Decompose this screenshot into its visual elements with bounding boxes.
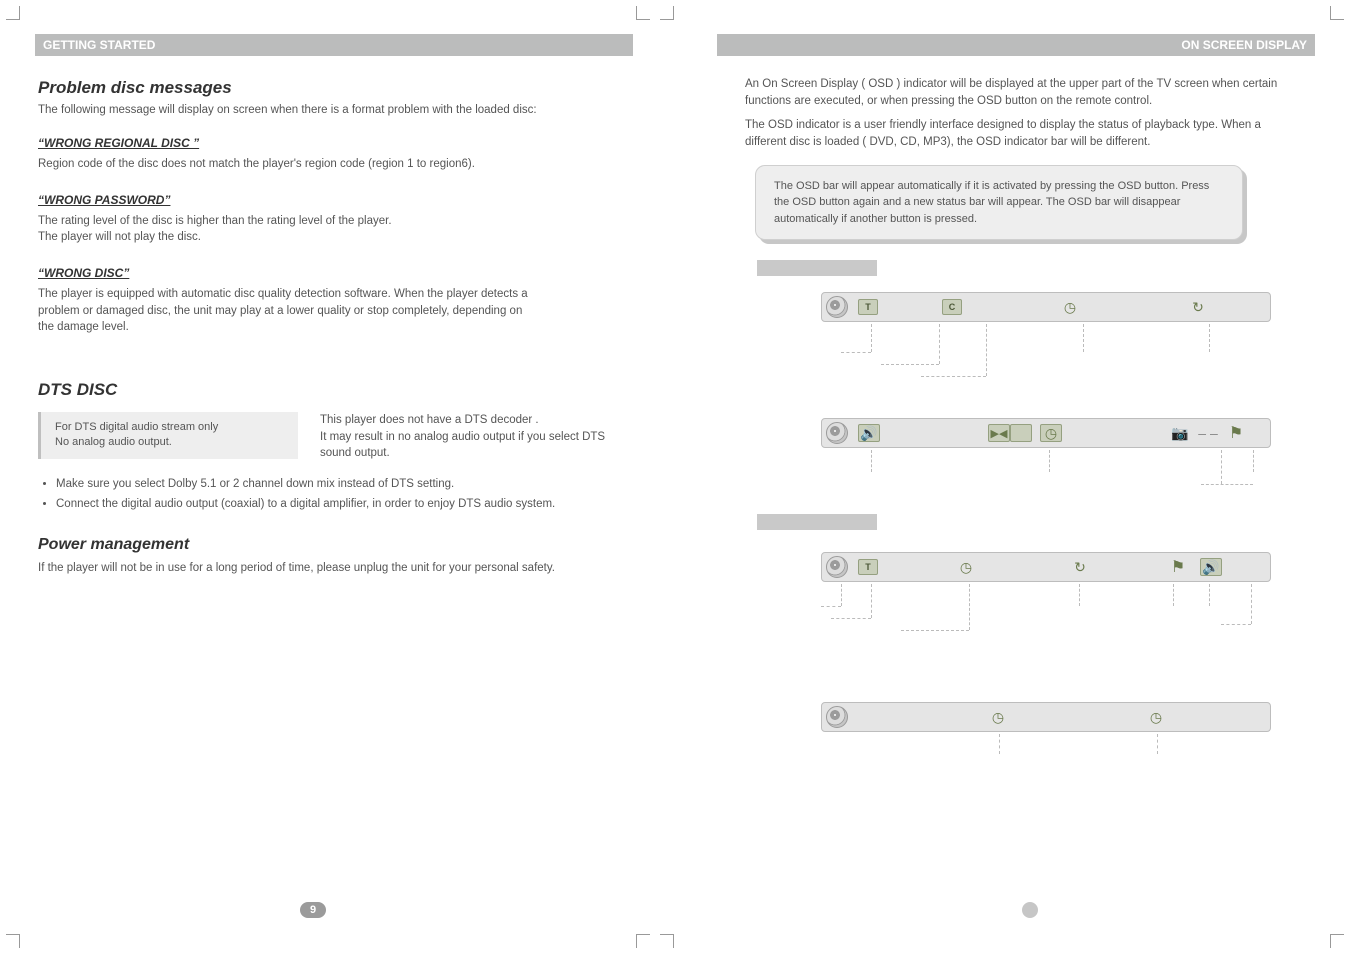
dts-title: DTS DISC <box>38 380 637 400</box>
osd-bar: ◷ ◷ <box>821 702 1271 732</box>
dashes-icon: – – <box>1198 423 1218 443</box>
power-body: If the player will not be in use for a l… <box>38 560 637 577</box>
msg2-line1: The rating level of the disc is higher t… <box>38 215 392 227</box>
right-p1: An On Screen Display ( OSD ) indicator w… <box>745 76 1305 109</box>
page-number-dot <box>1022 902 1038 918</box>
header-left-text: GETTING STARTED <box>43 38 155 52</box>
leader-lines-4 <box>821 734 1271 764</box>
spread: GETTING STARTED Problem disc messages Th… <box>0 0 1350 954</box>
prev-icon: ▶◀ <box>988 424 1010 442</box>
bullet-list: Make sure you select Dolby 5.1 or 2 chan… <box>38 476 637 512</box>
intro-text: The following message will display on sc… <box>38 104 637 116</box>
msg3-title: “WRONG DISC” <box>38 266 637 280</box>
clock-icon: ◷ <box>956 557 976 577</box>
page-right: ON SCREEN DISPLAY An On Screen Display (… <box>675 0 1350 954</box>
osd-callout: The OSD bar will appear automatically if… <box>755 165 1243 241</box>
page-left: GETTING STARTED Problem disc messages Th… <box>0 0 675 954</box>
power-title: Power management <box>38 536 637 554</box>
leader-lines-2 <box>821 450 1271 494</box>
bullet-2: Connect the digital audio output (coaxia… <box>56 496 637 512</box>
right-p2: The OSD indicator is a user friendly int… <box>745 117 1305 150</box>
msg2-body: The rating level of the disc is higher t… <box>38 213 637 246</box>
msg2-line2: The player will not play the disc. <box>38 231 201 243</box>
osd-bar: T ◷ ↻ ⚑ 🔊 <box>821 552 1271 582</box>
redacted-label-2 <box>757 514 877 530</box>
osd-bar-2: 🔊 ▶◀ ◷ 📷 – – ⚑ <box>821 418 1312 494</box>
chip-t: T <box>858 299 878 315</box>
right-intro: An On Screen Display ( OSD ) indicator w… <box>745 76 1305 151</box>
dts-box-l2: No analog audio output. <box>55 436 172 448</box>
msg2-title: “WRONG PASSWORD” <box>38 193 637 207</box>
header-right-text: ON SCREEN DISPLAY <box>1181 38 1307 52</box>
speaker-icon: 🔊 <box>1200 558 1222 576</box>
flag-icon: ⚑ <box>1226 423 1246 443</box>
dts-text: This player does not have a DTS decoder … <box>320 412 637 462</box>
chip-c: C <box>942 299 962 315</box>
msg1-title: “WRONG REGIONAL DISC ” <box>38 136 637 150</box>
osd-bar: T C ◷ ↻ <box>821 292 1271 322</box>
redacted-label-1 <box>757 260 877 276</box>
clock-icon: ◷ <box>988 707 1008 727</box>
disc-icon <box>826 296 848 318</box>
next-icon <box>1010 424 1032 442</box>
chip-t: T <box>858 559 878 575</box>
angle-icon: 📷 <box>1170 423 1190 443</box>
msg1-body: Region code of the disc does not match t… <box>38 156 637 173</box>
header-right: ON SCREEN DISPLAY <box>717 34 1315 56</box>
osd-bar-4: ◷ ◷ <box>821 702 1312 764</box>
repeat-icon: ↻ <box>1188 297 1208 317</box>
disc-icon <box>826 706 848 728</box>
bullet-1: Make sure you select Dolby 5.1 or 2 chan… <box>56 476 637 492</box>
speaker-icon: 🔊 <box>858 424 880 442</box>
osd-bar-1: T C ◷ ↻ <box>821 292 1312 384</box>
flag-icon: ⚑ <box>1168 557 1188 577</box>
leader-lines-3 <box>821 584 1271 644</box>
repeat-icon: ↻ <box>1070 557 1090 577</box>
header-left: GETTING STARTED <box>35 34 633 56</box>
msg3-body: The player is equipped with automatic di… <box>38 286 538 336</box>
disc-icon <box>826 422 848 444</box>
dts-box: For DTS digital audio stream only No ana… <box>38 412 298 459</box>
dts-box-l1: For DTS digital audio stream only <box>55 421 218 433</box>
disc-icon <box>826 556 848 578</box>
section-title: Problem disc messages <box>38 78 637 98</box>
leader-lines-1 <box>821 324 1271 384</box>
clock-boxed-icon: ◷ <box>1040 424 1062 442</box>
clock-icon: ◷ <box>1146 707 1166 727</box>
dts-row: For DTS digital audio stream only No ana… <box>38 412 637 462</box>
clock-icon: ◷ <box>1060 297 1080 317</box>
osd-bar-3: T ◷ ↻ ⚑ 🔊 <box>821 552 1312 644</box>
osd-bar: 🔊 ▶◀ ◷ 📷 – – ⚑ <box>821 418 1271 448</box>
page-number: 9 <box>300 902 326 918</box>
